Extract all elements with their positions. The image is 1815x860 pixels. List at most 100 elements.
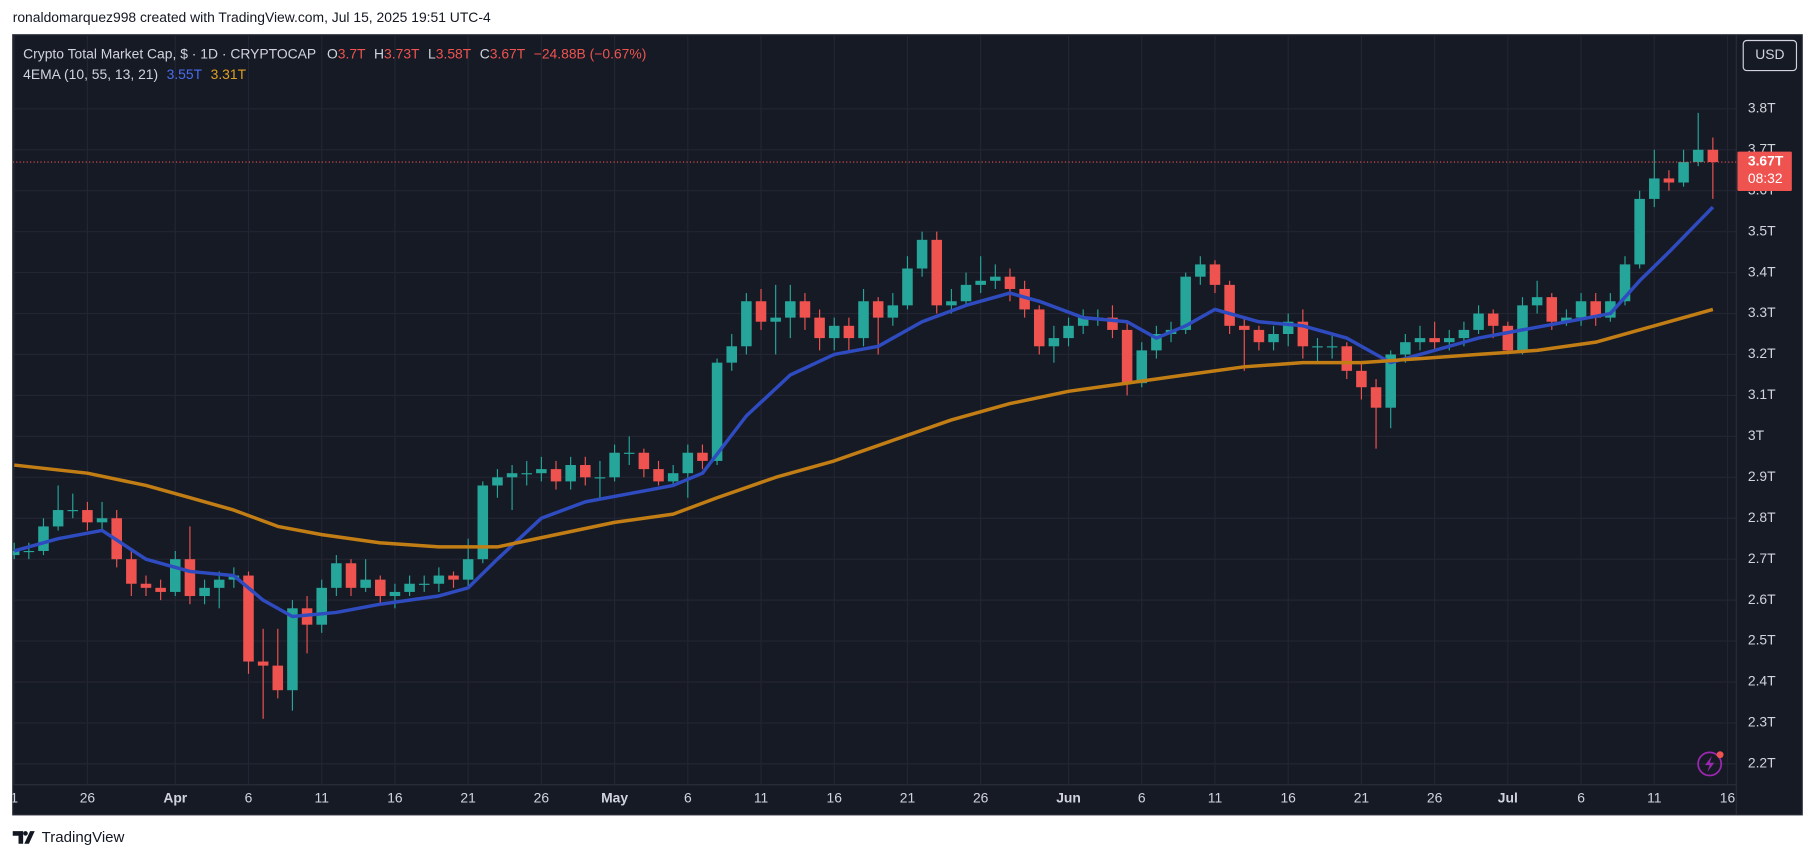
alert-ring[interactable]: [1697, 751, 1723, 777]
y-tick-label: 3.3T: [1748, 304, 1776, 320]
candle-body: [1063, 325, 1074, 339]
x-tick-label: Apr: [163, 789, 187, 805]
x-tick-label: 21: [1354, 789, 1370, 805]
x-tick-label: 16: [387, 789, 403, 805]
candle-body: [1414, 338, 1426, 343]
candle-body: [638, 452, 650, 470]
candle-body: [199, 587, 210, 597]
candle-body: [345, 563, 357, 588]
ema-line: [13, 205, 1715, 619]
candle-body: [1487, 313, 1499, 326]
ohlc-value: 3.67T: [490, 45, 526, 61]
candle-body: [931, 239, 943, 306]
candle-body: [1634, 198, 1645, 265]
footer-logo: [12, 831, 35, 844]
x-tick-label: 16: [827, 789, 843, 805]
candle-body: [1400, 342, 1411, 355]
candle-body: [814, 317, 825, 339]
candle-body: [1590, 301, 1601, 318]
candle-body: [594, 477, 606, 479]
candle-body: [462, 559, 474, 580]
candle-body: [287, 608, 298, 691]
y-tick-label: 3.1T: [1748, 386, 1776, 402]
candle-body: [975, 280, 986, 285]
attribution: ronaldomarquez998 created with TradingVi…: [13, 9, 491, 25]
candle-body: [1341, 346, 1353, 371]
candle-body: [257, 661, 269, 666]
candle-body: [1692, 149, 1704, 163]
x-tick-label: 16: [1720, 789, 1736, 805]
candle-body: [23, 550, 35, 553]
candle-body: [331, 563, 342, 588]
candle-body: [521, 473, 532, 475]
x-tick-label: 1: [10, 789, 18, 805]
candle-body: [726, 346, 738, 363]
candle-body: [1531, 297, 1543, 306]
y-tick-label: 3T: [1748, 427, 1765, 443]
candle-body: [902, 268, 913, 306]
candle-body: [1180, 276, 1191, 330]
candle-body: [1619, 264, 1631, 302]
y-tick-label: 2.4T: [1748, 673, 1776, 689]
candle-body: [580, 465, 591, 478]
x-tick-label: 26: [973, 789, 989, 805]
x-tick-label: 26: [1427, 789, 1443, 805]
candle-body: [653, 469, 664, 482]
currency-label[interactable]: USD: [1755, 46, 1784, 62]
x-tick-label: 21: [900, 789, 916, 805]
candle-body: [785, 301, 796, 318]
x-tick-label: 26: [534, 789, 550, 805]
ohlc-label: C: [480, 45, 490, 61]
candle-body: [52, 510, 64, 527]
logo-dot: [23, 831, 28, 836]
alert-dot: [1716, 751, 1724, 759]
alert-icon[interactable]: [1697, 751, 1724, 777]
candle-body: [828, 325, 840, 339]
x-tick-label: May: [601, 789, 628, 805]
time-axis: 1 26 Apr 6 11 16 21 26 May 6 11 16 21 26 Jun 6 11 16 21 26 J…: [10, 789, 1736, 805]
y-tick-label: 3.4T: [1748, 263, 1776, 279]
y-tick-label: 2.3T: [1748, 714, 1776, 730]
candle-body: [12, 550, 20, 556]
candle-body: [1048, 338, 1060, 347]
candle-body: [609, 452, 620, 478]
x-tick-label: 11: [1647, 789, 1662, 805]
countdown: 08:32: [1748, 170, 1783, 186]
candle-body: [916, 239, 928, 269]
candle-body: [96, 518, 108, 523]
currency-button[interactable]: [1742, 39, 1798, 72]
candle-body: [682, 452, 694, 474]
candle-body: [1561, 317, 1572, 322]
indicator-value: 3.55T: [167, 66, 203, 82]
candle-body: [1502, 325, 1514, 351]
candle-body: [741, 301, 752, 347]
indicator-name: 4EMA (10, 55, 13, 21): [23, 66, 158, 82]
candle-body: [536, 469, 547, 474]
candle-body: [1707, 149, 1719, 163]
candle-body: [1429, 338, 1440, 343]
candle-body: [1385, 354, 1396, 408]
price-axis: 2.2T 2.3T 2.4T 2.5T 2.6T 2.7T 2.8T 2.9T 3T 3.1T 3.…: [1737, 99, 1792, 771]
candle-body: [755, 301, 767, 322]
candle-body: [770, 317, 781, 322]
alert-bolt[interactable]: [1705, 755, 1715, 773]
candle-body: [1312, 346, 1323, 348]
x-tick-label: Jun: [1056, 789, 1081, 805]
candle-body: [1663, 178, 1675, 183]
x-tick-label: 6: [1138, 789, 1146, 805]
ohlc-value: 3.73T: [384, 45, 420, 61]
candle-body: [1370, 387, 1382, 408]
y-tick-label: 2.7T: [1748, 550, 1776, 566]
candle-body: [155, 587, 166, 592]
candle-body: [1326, 346, 1338, 348]
candle-body: [1004, 276, 1016, 289]
candle-body: [1224, 284, 1235, 326]
x-tick-label: 26: [80, 789, 96, 805]
candle-body: [858, 301, 869, 339]
candle-body: [799, 301, 811, 318]
last-price-box: [1737, 151, 1792, 191]
plot: [12, 112, 1737, 719]
y-tick-label: 2.5T: [1748, 632, 1776, 648]
candle-body: [506, 473, 518, 478]
